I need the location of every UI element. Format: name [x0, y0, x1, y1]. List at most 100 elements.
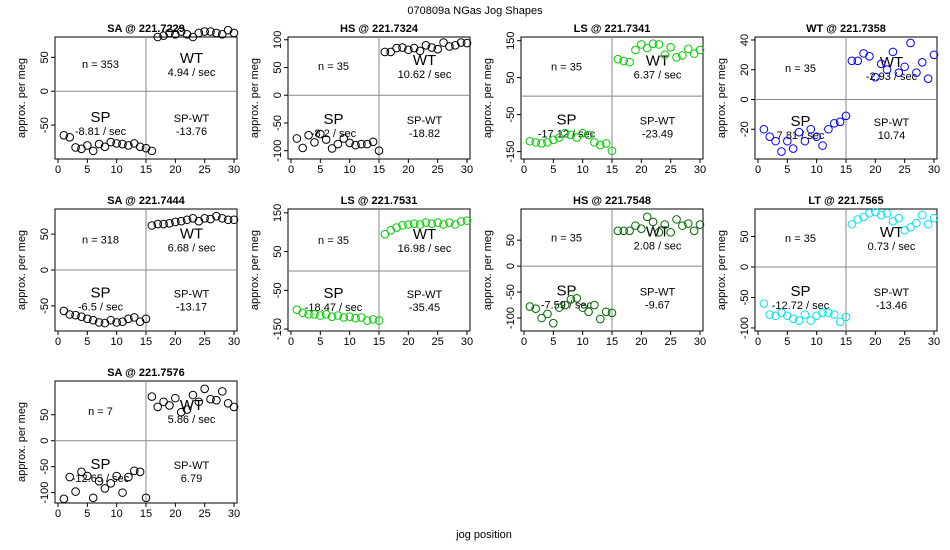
data-point	[206, 394, 215, 404]
x-tick-label: 25	[199, 336, 211, 348]
data-point	[450, 41, 460, 50]
data-point	[77, 467, 86, 477]
data-point	[298, 143, 308, 153]
wt-label: WT	[180, 397, 203, 414]
data-point	[153, 402, 163, 412]
data-point	[327, 312, 337, 321]
x-tick-label: 5	[784, 336, 790, 348]
data-point	[118, 317, 127, 326]
data-point	[625, 57, 634, 67]
data-point	[94, 476, 104, 486]
data-point	[112, 139, 121, 148]
data-point	[398, 43, 407, 52]
data-point	[841, 111, 851, 121]
data-point	[339, 134, 349, 143]
data-point	[818, 141, 827, 150]
x-tick-label: 5	[84, 164, 90, 176]
data-point	[865, 52, 874, 61]
x-tick-label: 15	[140, 164, 152, 176]
data-point	[631, 221, 640, 230]
data-point	[310, 310, 319, 319]
data-point	[333, 139, 343, 149]
data-point	[613, 54, 623, 64]
data-point	[71, 487, 80, 496]
data-point	[783, 311, 792, 321]
data-point	[794, 127, 804, 137]
data-point	[554, 303, 564, 312]
data-point	[327, 144, 337, 153]
data-point	[456, 217, 466, 226]
sp-rate-label: -8.2 / sec	[311, 128, 357, 140]
x-tick-label: 25	[432, 336, 444, 348]
data-point	[165, 219, 174, 228]
data-point	[607, 308, 617, 318]
data-point	[543, 309, 552, 319]
x-tick-label: 20	[869, 336, 881, 348]
x-tick-label: 0	[55, 336, 61, 348]
n-count-label: n = 35	[551, 62, 582, 74]
data-point	[788, 144, 798, 153]
x-tick-label: 10	[111, 508, 123, 520]
x-tick-label: 25	[199, 164, 211, 176]
y-tick-label: -150	[505, 141, 517, 163]
data-point	[584, 130, 593, 140]
data-point	[841, 312, 851, 322]
data-point	[824, 124, 833, 134]
data-point	[380, 229, 390, 239]
wt-rate-label: 10.62 / sec	[398, 69, 452, 81]
data-point	[362, 139, 372, 149]
data-point	[642, 43, 652, 53]
x-tick-label: 20	[402, 336, 414, 348]
wt-label: WT	[880, 224, 903, 241]
data-point	[923, 74, 933, 83]
data-point	[100, 484, 110, 493]
x-tick-label: 30	[928, 164, 940, 176]
n-count-label: n = 35	[551, 233, 582, 245]
wt-rate-label: 6.37 / sec	[634, 70, 682, 82]
x-tick-label: 0	[288, 164, 294, 176]
y-tick-label: 50	[272, 61, 284, 73]
x-tick-label: 5	[84, 508, 90, 520]
data-point	[65, 310, 75, 319]
data-point	[800, 310, 810, 319]
data-point	[71, 310, 80, 320]
y-tick-label: 50	[505, 72, 517, 84]
data-point	[566, 130, 576, 140]
data-point	[590, 300, 599, 310]
wt-rate-label: -2.93 / sec	[866, 71, 918, 83]
data-point	[351, 313, 360, 323]
data-point	[445, 218, 454, 227]
data-point	[415, 46, 425, 56]
sp-wt-label: SP-WT	[174, 289, 210, 301]
data-point	[59, 130, 69, 140]
data-point	[135, 317, 145, 326]
data-point	[112, 471, 121, 481]
y-tick-label: -100	[739, 317, 751, 339]
data-point	[631, 45, 640, 55]
panel-title: LS @ 221.7341	[574, 23, 651, 35]
sp-wt-label: SP-WT	[874, 287, 910, 299]
data-point	[853, 215, 863, 224]
data-point	[871, 72, 880, 82]
sp-label: SP	[790, 113, 810, 130]
y-tick-label: -100	[272, 140, 284, 162]
data-point	[812, 311, 821, 321]
data-point	[217, 29, 227, 39]
data-point	[894, 68, 904, 78]
x-tick-label: 10	[811, 336, 823, 348]
x-tick-label: 30	[461, 164, 473, 176]
data-point	[847, 219, 857, 229]
x-tick-label: 0	[55, 508, 61, 520]
x-tick-label: 30	[694, 336, 706, 348]
data-point	[88, 146, 98, 156]
x-tick-label: 20	[869, 164, 881, 176]
y-tick-label: 50	[39, 51, 51, 63]
panel-title: LT @ 221.7565	[808, 195, 883, 207]
data-point	[65, 133, 75, 142]
x-tick-label: 10	[577, 164, 589, 176]
data-point	[554, 133, 564, 142]
y-axis-label: approx. per meg	[716, 230, 728, 310]
data-point	[456, 38, 466, 47]
y-tick-label: -100	[505, 307, 517, 329]
y-tick-label: 0	[39, 88, 51, 94]
